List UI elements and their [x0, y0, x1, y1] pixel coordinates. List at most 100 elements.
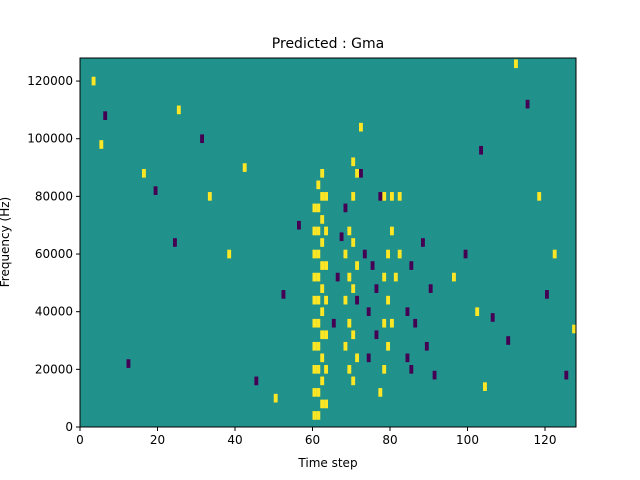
heatmap-cell-high: [393, 272, 398, 282]
heatmap-cell-high: [382, 192, 387, 201]
heatmap-cell-high: [343, 249, 348, 259]
heatmap-cell-low: [405, 353, 410, 363]
heatmap-cell-high: [355, 261, 360, 270]
y-tick-label: 80000: [35, 189, 73, 203]
heatmap-cell-high: [382, 272, 387, 282]
chart-title: Predicted : Gma: [272, 36, 384, 52]
heatmap-cell-low: [254, 376, 259, 386]
y-tick-label: 60000: [35, 247, 73, 261]
heatmap-cell-low: [370, 261, 375, 270]
heatmap-cell-high: [176, 105, 181, 115]
heatmap-cell-high: [316, 180, 321, 190]
heatmap-cell-high: [324, 261, 329, 270]
heatmap-cell-high: [316, 226, 321, 236]
heatmap-cell-low: [339, 232, 344, 242]
heatmap-cell-high: [514, 59, 518, 69]
heatmap-cell-high: [316, 318, 321, 328]
heatmap-cells: [91, 59, 577, 420]
heatmap-cell-low: [359, 168, 363, 178]
heatmap-cell-high: [355, 168, 360, 178]
heatmap-cell-high: [347, 365, 352, 374]
heatmap-cell-low: [409, 365, 414, 374]
heatmap-cell-high: [320, 330, 325, 340]
x-tick-label: 20: [150, 433, 165, 447]
y-tick-label: 120000: [27, 74, 73, 88]
heatmap-cell-high: [552, 249, 557, 259]
heatmap-cell-high: [359, 122, 363, 132]
heatmap-cell-low: [525, 99, 530, 109]
heatmap-cell-low: [432, 370, 437, 380]
heatmap-cell-high: [324, 226, 329, 236]
x-tick-label: 40: [227, 433, 242, 447]
heatmap-cell-high: [320, 192, 325, 201]
x-axis-label: Time step: [297, 456, 357, 470]
heatmap-cell-high: [91, 76, 96, 86]
heatmap-cell-low: [378, 192, 383, 201]
heatmap-cell-high: [312, 295, 317, 305]
heatmap-cell-low: [297, 220, 301, 230]
heatmap-cell-low: [343, 203, 348, 213]
heatmap-cell-high: [316, 388, 321, 397]
heatmap-cell-high: [347, 272, 352, 282]
heatmap-cell-low: [564, 370, 569, 380]
heatmap-cell-low: [490, 313, 495, 322]
heatmap-cell-high: [390, 192, 394, 201]
heatmap-cell-low: [421, 238, 425, 247]
heatmap-cell-high: [397, 249, 402, 259]
heatmap-cell-low: [335, 272, 340, 282]
heatmap-cell-high: [312, 365, 317, 374]
heatmap-cell-high: [316, 365, 321, 374]
heatmap-cell-high: [320, 284, 325, 293]
heatmap-cell-high: [483, 382, 487, 391]
heatmap-cell-low: [545, 290, 549, 299]
y-tick-label: 40000: [35, 305, 73, 319]
heatmap-cell-high: [242, 163, 247, 172]
plot-frame: [79, 57, 577, 428]
y-tick-label: 100000: [27, 132, 73, 146]
heatmap-cell-low: [506, 336, 511, 345]
heatmap-cell-low: [428, 284, 433, 293]
heatmap-cell-low: [355, 295, 360, 305]
heatmap-cell-high: [572, 324, 577, 334]
heatmap-cell-low: [200, 134, 205, 144]
heatmap-cell-high: [386, 295, 391, 305]
heatmap-cell-low: [366, 307, 371, 317]
heatmap-cell-high: [324, 399, 329, 409]
heatmap-cell-low: [479, 145, 484, 155]
x-tick-label: 120: [534, 433, 557, 447]
heatmap-cell-high: [273, 393, 278, 403]
heatmap-cell-high: [324, 192, 329, 201]
heatmap-cell-low: [281, 290, 286, 299]
heatmap-cell-high: [347, 226, 352, 236]
heatmap-cell-high: [316, 249, 321, 259]
heatmap-cell-high: [324, 365, 329, 374]
heatmap-cell-high: [316, 203, 321, 213]
heatmap-cell-low: [409, 261, 414, 270]
heatmap-cell-low: [366, 353, 371, 363]
heatmap-cell-high: [351, 157, 356, 167]
heatmap-cell-high: [312, 249, 317, 259]
heatmap-cell-high: [312, 272, 317, 282]
heatmap-cell-high: [397, 192, 402, 201]
y-tick-label: 0: [65, 420, 73, 434]
heatmap-cell-high: [343, 341, 348, 351]
heatmap-cell-low: [153, 186, 158, 195]
heatmap-cell-low: [463, 249, 468, 259]
heatmap-cell-high: [312, 318, 317, 328]
heatmap-cell-high: [320, 353, 325, 363]
y-axis-label: Frequency (Hz): [0, 197, 12, 288]
heatmap-cell-high: [320, 238, 325, 247]
heatmap-cell-low: [424, 341, 429, 351]
heatmap-cell-high: [351, 238, 356, 247]
x-tick-label: 100: [456, 433, 479, 447]
plot-area: [79, 57, 577, 428]
heatmap-cell-high: [382, 318, 387, 328]
heatmap-cell-high: [452, 272, 456, 282]
heatmap-cell-high: [355, 353, 360, 363]
heatmap-cell-high: [312, 341, 317, 351]
heatmap-cell-high: [227, 249, 232, 259]
heatmap-cell-high: [312, 411, 317, 420]
heatmap-cell-low: [405, 307, 410, 317]
heatmap-cell-low: [126, 359, 131, 368]
